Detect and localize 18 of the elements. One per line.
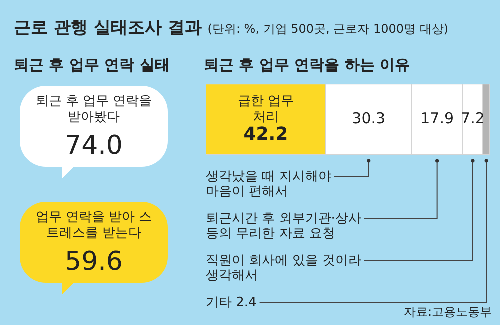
series-label: 생각났을 때 지시해야 마음이 편해서 — [206, 169, 332, 200]
category-label: 퇴근 후 업무 연락을 받아봤다 — [35, 94, 153, 126]
text: 직원이 회사에 있을 것이라 생각해서 — [206, 253, 362, 284]
data-label: 17.9 — [420, 109, 454, 128]
data-label: 74.0 — [64, 130, 124, 163]
text: 퇴근 후 업무 연락 실태 — [14, 56, 170, 75]
chart-title: 퇴근 후 업무 연락을 하는 이유 — [204, 56, 410, 75]
text: 근로 관행 실태조사 결과 — [14, 18, 202, 38]
text: 기타 2.4 — [206, 295, 257, 310]
data-label: 30.3 — [352, 109, 386, 128]
category-label: 업무 연락을 받아 스트레스를 받는다 — [35, 210, 153, 242]
data-label: 42.2 — [244, 124, 288, 146]
data-label: 59.6 — [64, 246, 124, 279]
text: 자료:고용노동부 — [404, 304, 492, 321]
text: 퇴근시간 후 외부기관·상사 등의 무리한 자료 요청 — [206, 211, 362, 242]
text: (단위: %, 기업 500곳, 근로자 1000명 대상) — [208, 22, 449, 36]
series-label: 급한 업무 처리 — [238, 94, 294, 125]
data-label: 7.2 — [461, 109, 485, 128]
